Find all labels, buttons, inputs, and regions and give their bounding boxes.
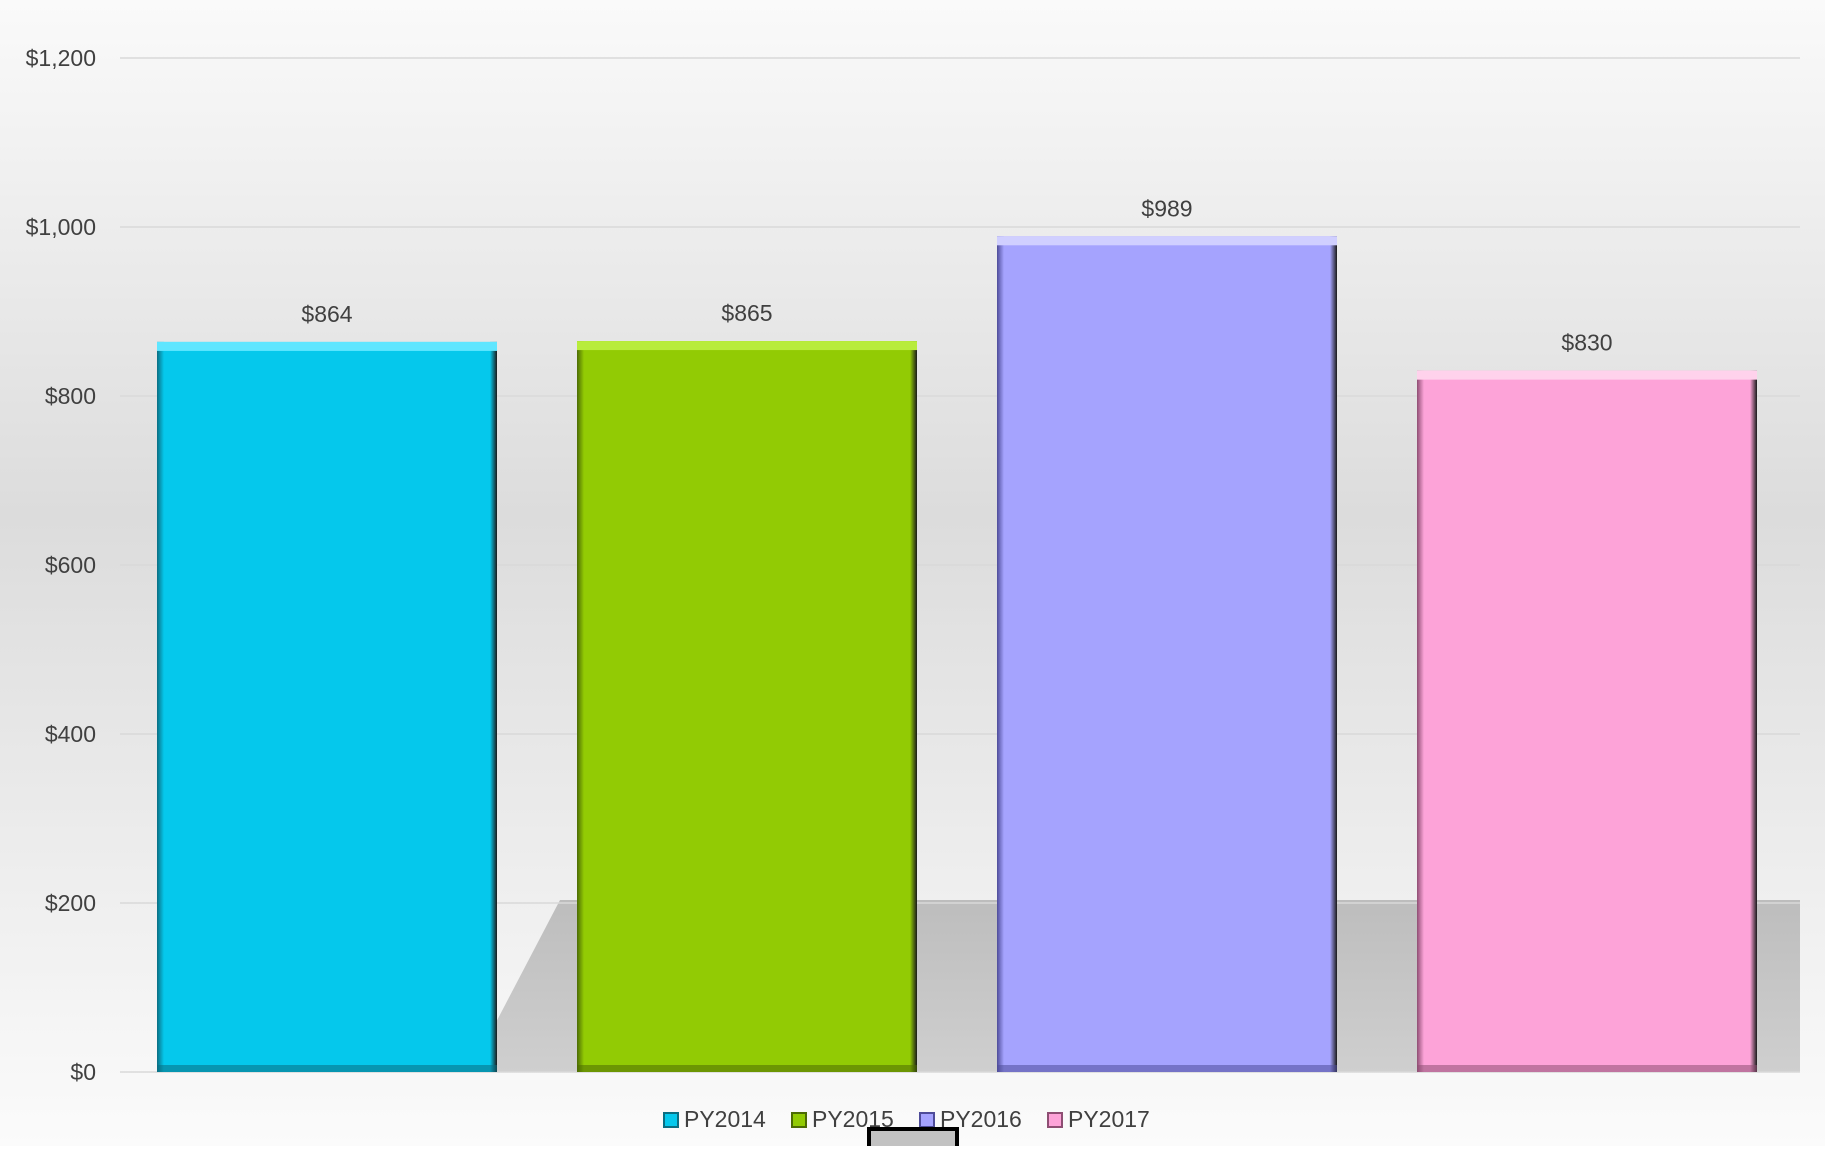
y-tick-label: $800 [45, 383, 96, 409]
y-tick-label: $1,200 [26, 45, 96, 71]
legend-item: PY2014 [663, 1106, 766, 1132]
data-label: $830 [1561, 330, 1612, 356]
y-tick-label: $400 [45, 721, 96, 747]
bar-bottom-bevel [157, 1065, 497, 1072]
bar-right-bevel [1330, 236, 1337, 1073]
legend-item: PY2017 [1047, 1106, 1150, 1132]
data-label: $865 [721, 300, 772, 326]
legend-swatch [663, 1112, 679, 1128]
bar-body [997, 236, 1337, 1073]
data-label: $864 [301, 301, 352, 327]
bar-right-bevel [1750, 370, 1757, 1072]
data-labels: $864 $865 $989 $830 [301, 195, 1612, 355]
legend-label: PY2017 [1068, 1106, 1150, 1132]
y-axis-tick-labels: $0 $200 $400 $600 $800 $1,000 $1,200 [26, 45, 96, 1085]
bar-py2015 [577, 341, 917, 1072]
legend-label: PY2014 [684, 1106, 766, 1132]
y-tick-label: $200 [45, 890, 96, 916]
bar-top-bevel [997, 236, 1337, 246]
bar-body [157, 341, 497, 1072]
y-tick-label: $0 [70, 1059, 96, 1085]
y-tick-label: $600 [45, 552, 96, 578]
bar-left-bevel [997, 236, 1004, 1073]
bar-left-bevel [577, 341, 584, 1072]
bar-top-bevel [157, 341, 497, 351]
bar-top-bevel [1417, 370, 1757, 380]
bar-top-bevel [577, 341, 917, 351]
legend-swatch [791, 1112, 807, 1128]
bar-py2017 [1417, 370, 1757, 1072]
bar-right-bevel [910, 341, 917, 1072]
bar-bottom-bevel [997, 1065, 1337, 1072]
legend: PY2014 PY2015 PY2016 PY2017 [663, 1106, 1150, 1132]
bar-body [577, 341, 917, 1072]
bar-body [1417, 370, 1757, 1072]
bar-bottom-bevel [1417, 1065, 1757, 1072]
y-tick-label: $1,000 [26, 214, 96, 240]
bar-bottom-bevel [577, 1065, 917, 1072]
scroll-handle[interactable] [867, 1127, 959, 1151]
bar-left-bevel [1417, 370, 1424, 1072]
bars [157, 236, 1757, 1073]
bar-left-bevel [157, 341, 164, 1072]
bar-py2016 [997, 236, 1337, 1073]
legend-swatch [1047, 1112, 1063, 1128]
legend-swatch [919, 1112, 935, 1128]
data-label: $989 [1141, 195, 1192, 221]
bar-right-bevel [490, 341, 497, 1072]
bar-py2014 [157, 341, 497, 1072]
